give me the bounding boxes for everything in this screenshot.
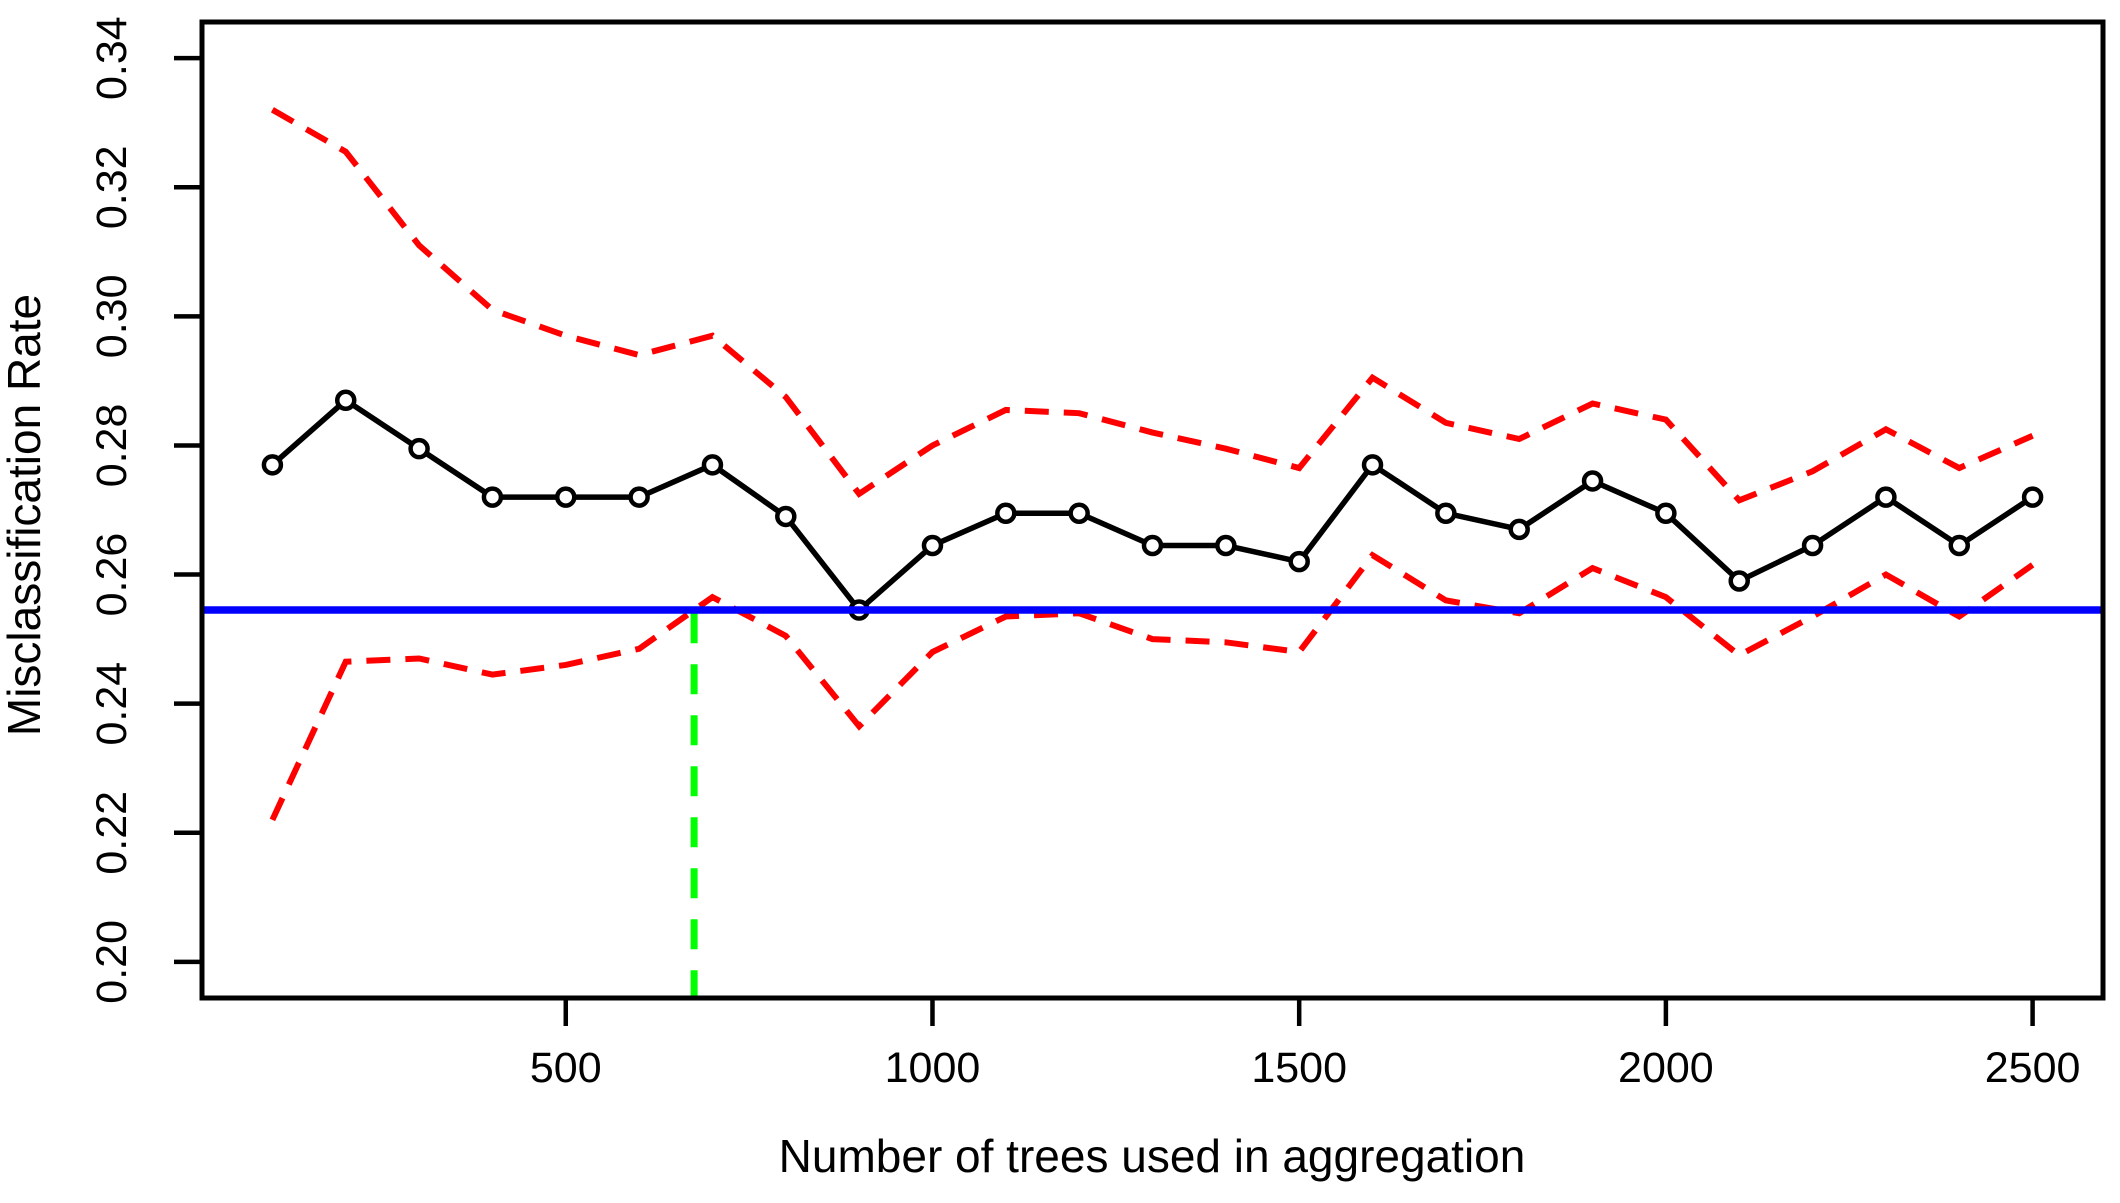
x-tick-label: 1000 xyxy=(885,1044,981,1092)
series-line-upper-confidence-band xyxy=(270,107,2034,504)
data-point-marker xyxy=(481,486,504,508)
data-point-marker xyxy=(1288,550,1310,573)
y-axis-title: Misclassification Rate xyxy=(0,294,50,736)
plot-series xyxy=(261,107,2044,822)
data-point-marker xyxy=(775,505,797,528)
data-point-marker xyxy=(1728,570,1750,592)
y-tick-label: 0.30 xyxy=(88,274,136,358)
reference-lines xyxy=(202,606,2103,996)
data-point-marker xyxy=(921,534,944,557)
data-point-marker xyxy=(701,454,724,476)
axis-ticks: 500 1000 1500 2000 2500 0.20 0.22 0.24 0.26 0.28 0… xyxy=(88,16,2080,1092)
y-tick-label: 0.24 xyxy=(88,662,136,746)
data-point-marker xyxy=(408,437,430,460)
data-point-marker xyxy=(1655,502,1677,524)
data-point-marker xyxy=(1508,518,1530,541)
data-point-marker xyxy=(1361,454,1384,476)
plot-border xyxy=(199,19,2106,1001)
data-point-marker xyxy=(261,454,284,476)
data-point-marker xyxy=(1948,534,1971,557)
x-axis-title: Number of trees used in aggregation xyxy=(779,1130,1526,1182)
data-point-marker xyxy=(1141,534,1164,557)
data-point-marker xyxy=(1215,534,1237,557)
data-point-marker xyxy=(1435,502,1457,524)
data-point-marker xyxy=(1068,502,1090,524)
x-tick-label: 500 xyxy=(530,1044,602,1092)
y-tick-label: 0.20 xyxy=(88,920,136,1004)
data-point-marker xyxy=(555,486,577,508)
series-line-lower-confidence-band xyxy=(269,551,2035,822)
data-point-marker xyxy=(1875,486,1897,508)
data-point-marker xyxy=(628,486,650,508)
x-tick-label: 2500 xyxy=(1985,1044,2081,1092)
y-tick-label: 0.34 xyxy=(88,16,136,100)
data-point-marker xyxy=(995,502,1017,524)
data-point-marker xyxy=(1801,534,1824,557)
data-point-marker xyxy=(1581,470,1604,492)
data-point-marker xyxy=(334,389,357,412)
y-tick-label: 0.22 xyxy=(88,791,136,875)
y-tick-label: 0.26 xyxy=(88,533,136,617)
y-tick-label: 0.32 xyxy=(88,145,136,229)
x-tick-label: 2000 xyxy=(1618,1044,1714,1092)
data-point-marker xyxy=(2021,486,2044,508)
y-tick-label: 0.28 xyxy=(88,404,136,488)
x-tick-label: 1500 xyxy=(1251,1044,1347,1092)
